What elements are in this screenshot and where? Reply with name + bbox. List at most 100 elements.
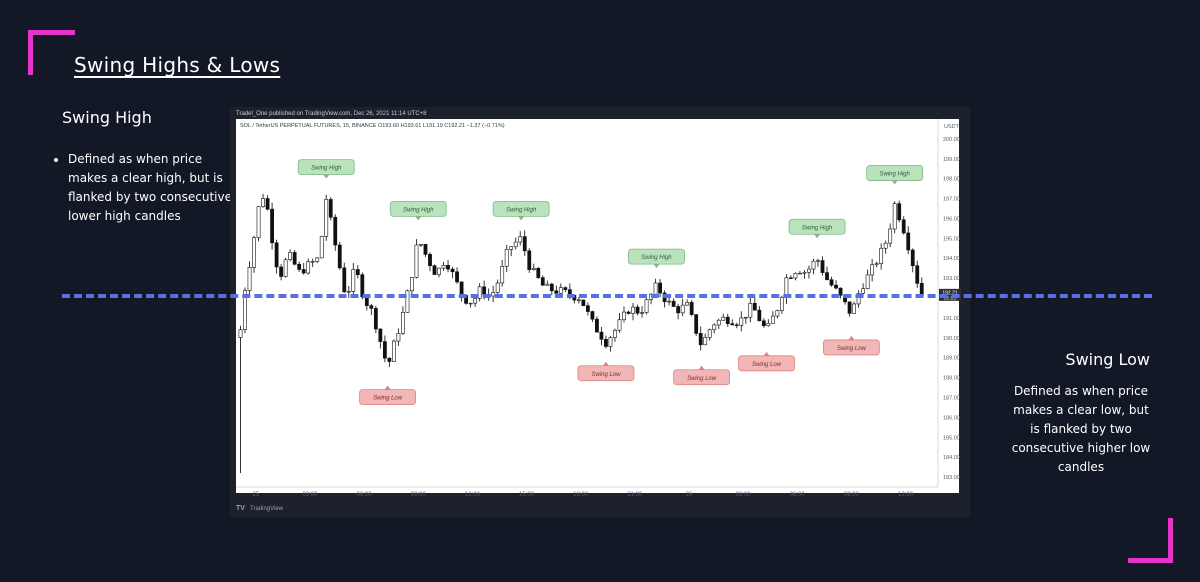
candle-body [495,282,500,293]
candle-body [789,277,793,279]
candle-body [608,337,613,347]
candle-body [581,299,586,306]
candle-body [410,277,414,292]
y-tick-label: 197.00 [943,197,960,203]
candle-body [274,242,279,268]
candle-body [283,259,288,277]
candle-body [716,319,721,326]
candle-body [446,265,450,270]
candle-body [265,198,270,210]
y-tick-label: 184.00 [943,455,960,461]
candle-body [852,303,856,314]
candle-body [703,337,708,346]
candle-body [888,228,893,244]
y-tick-label: 185.00 [943,435,960,441]
candle-body [288,252,293,261]
candle-body [382,341,387,359]
swing-high-pointer [415,216,422,221]
candle-body [658,282,662,294]
candle-body [622,311,626,321]
swing-high-pointer [891,180,898,185]
candle-body [766,323,771,326]
candle-body [811,260,816,270]
candle-body [906,232,911,251]
candle-body [779,297,784,311]
candle-body [861,288,866,294]
candle-body [631,306,635,314]
candle-body [694,314,699,334]
y-tick-label: 186.00 [943,415,960,421]
candle-body [825,272,829,280]
swing-low-definition: Defined as when price makes a clear low,… [1011,384,1151,474]
x-tick-label: 25 [253,492,260,498]
candle-body [473,298,478,304]
candle-body [883,242,888,249]
candle-body [739,317,744,326]
candle-body [653,282,658,295]
candle-body [401,312,405,334]
candle-body [414,244,419,278]
y-tick-label: 196.00 [943,216,960,222]
candle-body [310,261,315,263]
candle-body [369,305,374,309]
candle-body [635,306,640,314]
swing-high-pointer [518,216,525,221]
candle-body [437,267,441,275]
swing-high-label: Swing High [802,225,833,231]
candle-body [761,320,766,326]
candle-body [757,309,762,322]
candle-body [865,274,870,290]
candle-body [396,332,401,342]
candle-body [644,299,649,313]
candle-body [613,329,617,338]
candle-body [752,303,757,311]
candle-body [243,290,247,330]
candle-body [405,290,410,313]
candle-body [558,287,563,294]
candle-body [536,267,541,278]
swing-high-heading: Swing High [62,108,152,127]
candle-body [820,260,825,273]
candle-body [324,199,329,237]
candle-body [847,301,852,314]
y-tick-label: 190.00 [943,336,960,342]
candle-body [337,244,342,269]
swing-low-label: Swing Low [373,396,403,402]
candle-body [504,249,509,267]
candle-body [586,305,590,312]
candle-body [775,310,780,317]
candle-body [671,300,676,307]
candle-body [856,292,861,305]
candle-body [667,300,672,303]
candle-body [604,338,608,347]
tv-published-line: Tradel_One published on TradingView.com,… [236,111,427,117]
candle-body [798,272,802,275]
tv-symbol-line: SOL / TetherUS PERPETUAL FUTURES, 15, BI… [240,123,505,129]
candle-body [297,263,302,270]
x-tick-label: 12:00 [898,492,914,498]
candle-body [428,254,432,266]
x-tick-label: 21:00 [627,492,643,498]
candle-body [770,315,775,324]
candle-body [301,269,306,274]
swing-low-pointer [698,365,705,370]
candle-body [306,261,311,274]
candle-body [522,236,527,252]
chart-panel [236,119,959,493]
candle-body [897,203,902,221]
tradingview-footer-text: TradingView [250,506,284,512]
candle-body [261,198,265,207]
candle-body [680,304,685,314]
x-tick-label: 26 [686,492,693,498]
candle-body [816,260,820,262]
candle-body [685,302,690,306]
swing-high-label-box [492,200,550,217]
candle-body [748,303,753,318]
candle-body [626,311,631,314]
candle-body [247,267,252,291]
y-tick-label: 189.00 [943,356,960,362]
candle-body [392,340,396,362]
corner-bracket-top-left [28,30,75,75]
candle-body [423,244,428,255]
candle-body [563,287,568,290]
